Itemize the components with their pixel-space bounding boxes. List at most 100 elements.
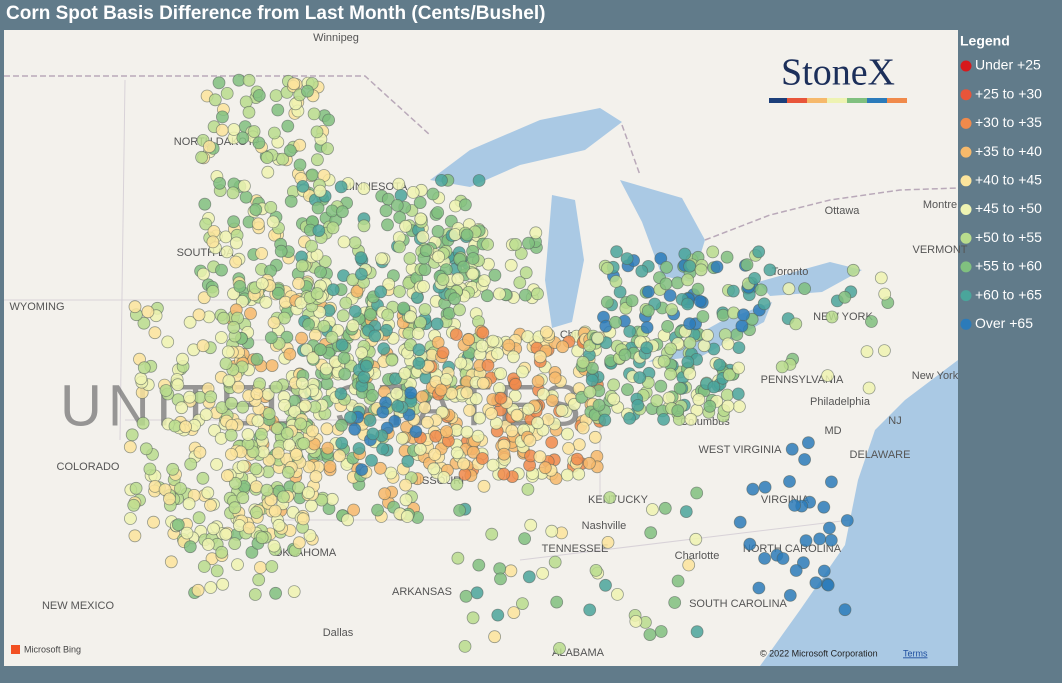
map-point (338, 367, 352, 381)
place-label: ARKANSAS (392, 586, 452, 598)
map-point (782, 282, 796, 296)
map-point (654, 379, 668, 393)
map-point (123, 512, 137, 525)
map-point (206, 235, 220, 249)
map-point (522, 402, 535, 416)
map-point (473, 411, 486, 425)
map-point (846, 263, 860, 277)
map-point (195, 150, 209, 164)
map-point (293, 158, 307, 172)
map-point (572, 467, 586, 481)
map-point (690, 625, 704, 639)
lake (545, 195, 584, 328)
map-point (409, 425, 423, 439)
map-point (414, 315, 427, 329)
map-point (313, 184, 327, 198)
map-point (663, 289, 677, 302)
map-point (513, 276, 527, 290)
map-point (306, 351, 320, 365)
map-point (244, 307, 257, 320)
map-point (374, 285, 388, 299)
map-point (333, 449, 346, 463)
map-point (545, 394, 559, 408)
map-point (732, 341, 746, 355)
map-point (137, 361, 151, 375)
map-point (355, 346, 369, 360)
map-point (289, 448, 303, 461)
map-point (391, 399, 405, 413)
map-point (671, 574, 685, 588)
map-point (466, 267, 480, 281)
map-point (450, 477, 464, 491)
map-point (305, 239, 318, 253)
map-point (460, 425, 474, 439)
map-point (295, 331, 309, 345)
map-point (261, 165, 275, 179)
map-point (481, 237, 495, 251)
map-point (469, 392, 483, 406)
map-point (265, 560, 279, 573)
map-point (302, 317, 316, 331)
map-point (429, 429, 443, 443)
map-point (763, 263, 777, 277)
map-point (215, 123, 229, 137)
map-point (572, 438, 586, 452)
map-point (491, 347, 504, 361)
map-point (306, 424, 319, 438)
map-point (382, 277, 396, 291)
map-point (460, 386, 474, 400)
map-point (281, 119, 295, 133)
map-point (264, 200, 278, 214)
place-label: New York (912, 370, 959, 382)
map-point (691, 282, 705, 296)
map-point (283, 347, 297, 361)
map-point (278, 398, 291, 412)
map-point (314, 265, 327, 279)
map-point (365, 453, 378, 467)
map-point (860, 345, 874, 359)
map-point (472, 174, 486, 187)
map-point (335, 205, 349, 219)
map-point (570, 452, 584, 466)
map-point (862, 381, 876, 395)
map-point (371, 503, 385, 517)
map-point (874, 271, 888, 285)
map-point (228, 501, 242, 515)
map-point (305, 168, 319, 182)
map-point (463, 403, 477, 417)
map-point (294, 417, 308, 431)
map-point (348, 422, 362, 436)
map-point (817, 500, 831, 514)
map-point (404, 386, 418, 400)
map-point (385, 353, 399, 367)
map-point (518, 532, 531, 545)
legend-swatch (960, 117, 972, 129)
map-point (682, 558, 696, 572)
map-point (390, 386, 404, 400)
map-point (417, 280, 430, 293)
logo-bar-segment (887, 98, 907, 103)
terms-link[interactable]: Terms (903, 648, 928, 658)
map-point (269, 380, 283, 394)
map-point (681, 297, 694, 311)
map-point (379, 204, 393, 218)
map-point (323, 460, 337, 473)
map-point (269, 89, 283, 102)
map-point (337, 351, 351, 365)
place-label: SOUTH CAROLINA (689, 598, 787, 610)
map-point (283, 144, 297, 158)
map-point (701, 328, 714, 342)
map-point (221, 345, 235, 359)
map-point (337, 235, 351, 249)
map-point (435, 173, 448, 187)
map-point (789, 317, 803, 331)
provider: Microsoft Bing (24, 644, 81, 654)
logo-bar-segment (827, 98, 847, 103)
map-point (197, 560, 211, 573)
map-point (650, 394, 664, 408)
legend-title: Legend (960, 33, 1010, 49)
map-point (179, 420, 193, 434)
map-point (823, 521, 836, 535)
map-point (295, 259, 309, 273)
map-point (236, 131, 250, 145)
